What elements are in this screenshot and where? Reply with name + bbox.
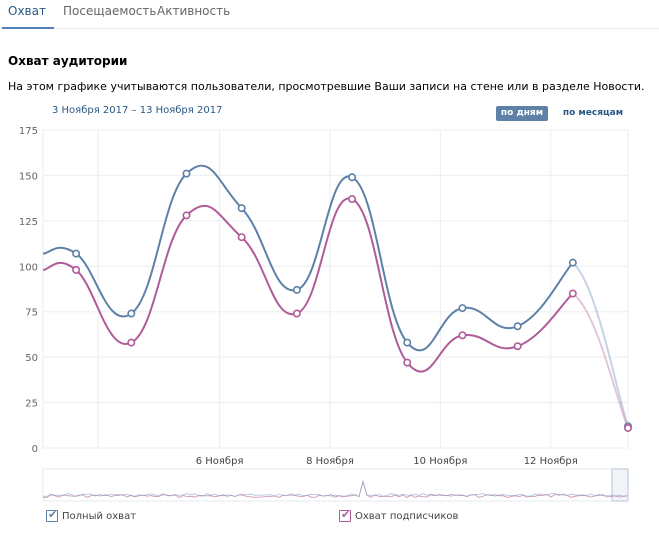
series-full-reach-point <box>403 338 412 347</box>
reach-chart: 0 25 50 75 100 125 150 175 6 Ноября 8 Ноября 10 Н… <box>19 126 632 502</box>
x-axis-ticks: 6 Ноября 8 Ноября 10 Ноября 12 Ноября <box>196 456 578 467</box>
y-tick-label: 100 <box>19 262 38 273</box>
y-tick-label: 125 <box>19 217 38 228</box>
series-subscriber-reach-point <box>623 424 632 433</box>
y-tick-label: 75 <box>25 308 38 319</box>
legend-full-reach-checkbox[interactable]: ✔ <box>46 508 58 522</box>
series-full-reach-point <box>513 322 522 331</box>
series-subscriber-reach-point <box>237 233 246 242</box>
series-subscriber-reach-line <box>42 197 574 373</box>
by-months-button[interactable]: по месяцам <box>562 108 624 118</box>
series-subscriber-reach-point <box>403 358 412 367</box>
series-subscriber-reach-point <box>127 338 136 347</box>
check-icon: ✔ <box>341 508 351 521</box>
legend-subscriber-reach-checkbox[interactable]: ✔ <box>339 508 351 522</box>
y-tick-label: 150 <box>19 171 38 182</box>
navigator-handle <box>611 468 629 502</box>
x-tick-label: 12 Ноября <box>524 456 578 467</box>
series-subscriber-reach-tail <box>572 292 629 429</box>
series-full-reach-point <box>182 169 191 178</box>
series-subscriber-reach-point <box>182 211 191 220</box>
date-range-link[interactable]: 3 Ноября 2017 – 13 Ноября 2017 <box>52 105 223 116</box>
series-full-reach-point <box>348 173 357 182</box>
series-full-reach-point <box>72 249 81 258</box>
by-days-button[interactable]: по дням <box>496 106 548 121</box>
series-full-reach-tail <box>572 261 629 427</box>
tab-activity[interactable]: Активность <box>157 4 231 18</box>
series-full-reach-line <box>42 164 574 352</box>
x-tick-label: 8 Ноября <box>306 456 354 467</box>
series-full-reach-point <box>458 304 467 313</box>
section-description: На этом графике учитываются пользователи… <box>8 80 645 93</box>
series-full-reach-point <box>292 285 301 294</box>
chart-grid <box>42 129 629 449</box>
tab-attendance[interactable]: Посещаемость <box>63 4 157 18</box>
navigator-series <box>42 479 628 497</box>
legend-subscriber-reach-label: Охват подписчиков <box>355 511 459 522</box>
series-full-reach-point <box>127 309 136 318</box>
check-icon: ✔ <box>48 508 58 521</box>
series-subscriber-reach-point <box>513 342 522 351</box>
x-tick-label: 10 Ноября <box>413 456 467 467</box>
series-full-reach-point <box>568 258 577 267</box>
y-tick-label: 0 <box>32 444 38 455</box>
navigator-series <box>42 480 628 498</box>
series-full-reach-point <box>237 204 246 213</box>
plot-area <box>42 129 629 449</box>
y-axis-ticks: 0 25 50 75 100 125 150 175 <box>19 126 38 455</box>
series-subscriber-reach-point <box>72 265 81 274</box>
chart-series <box>42 164 632 433</box>
tab-bar: Охват Посещаемость Активность <box>0 0 659 29</box>
legend-full-reach-label: Полный охват <box>62 511 137 522</box>
x-tick-label: 6 Ноября <box>196 456 244 467</box>
series-subscriber-reach-point <box>458 331 467 340</box>
series-subscriber-reach-point <box>568 289 577 298</box>
section-title: Охват аудитории <box>8 54 128 68</box>
y-tick-label: 50 <box>25 353 38 364</box>
y-tick-label: 175 <box>19 126 38 137</box>
active-tab-indicator <box>2 27 54 29</box>
chart-navigator[interactable] <box>42 468 629 502</box>
y-tick-label: 25 <box>25 399 38 410</box>
tab-reach[interactable]: Охват <box>8 4 46 18</box>
series-subscriber-reach-point <box>348 195 357 204</box>
series-subscriber-reach-point <box>292 309 301 318</box>
